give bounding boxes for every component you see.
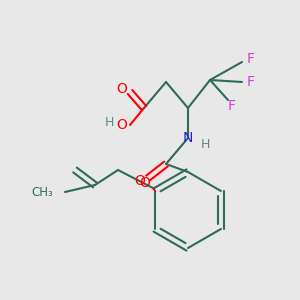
- Text: F: F: [247, 75, 255, 89]
- Text: F: F: [247, 52, 255, 66]
- Text: N: N: [183, 131, 193, 145]
- Text: O: O: [117, 118, 128, 132]
- Text: CH₃: CH₃: [31, 185, 53, 199]
- Text: F: F: [228, 99, 236, 113]
- Text: H: H: [104, 116, 114, 128]
- Text: H: H: [200, 139, 210, 152]
- Text: O: O: [135, 174, 146, 188]
- Text: O: O: [117, 82, 128, 96]
- Text: O: O: [140, 176, 150, 190]
